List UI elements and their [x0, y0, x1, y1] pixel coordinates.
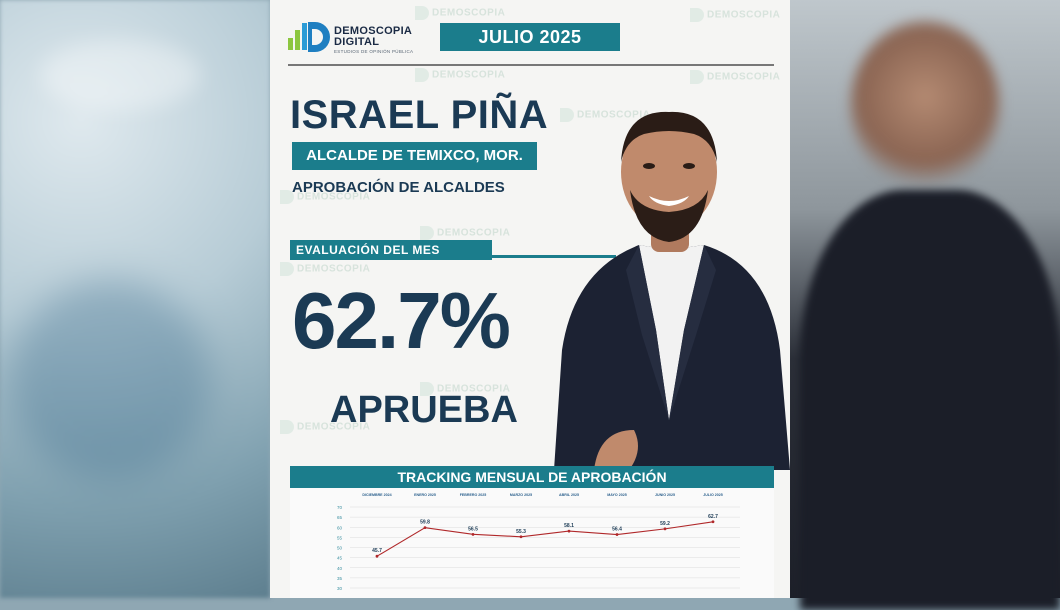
brand-tagline: ESTUDIOS DE OPINIÓN PÚBLICA	[334, 49, 414, 54]
brand-logo: DEMOSCOPIA DIGITAL ESTUDIOS DE OPINIÓN P…	[288, 20, 418, 56]
chart-data-point	[375, 554, 379, 558]
chart-data-point	[519, 535, 523, 539]
mayor-role-badge: ALCALDE DE TEMIXCO, MOR.	[292, 142, 537, 170]
chart-data-point	[567, 529, 571, 533]
chart-data-label: 56.5	[468, 526, 478, 532]
chart-x-tick-label: MARZO 2025	[510, 493, 532, 497]
chart-x-tick-label: MAYO 2025	[607, 493, 626, 497]
chart-y-tick-label: 60	[337, 525, 343, 530]
evaluation-underline	[486, 255, 616, 258]
chart-data-label: 59.2	[660, 521, 670, 527]
chart-x-tick-label: JULIO 2025	[703, 493, 723, 497]
logo-d-icon	[288, 22, 330, 52]
watermark: DEMOSCOPIA	[690, 8, 780, 22]
watermark: DEMOSCOPIA	[415, 68, 505, 82]
chart-y-tick-label: 70	[337, 505, 343, 510]
chart-data-label: 56.4	[612, 527, 622, 533]
watermark: DEMOSCOPIA	[420, 226, 510, 240]
approval-percentage: 62.7%	[292, 276, 511, 365]
chart-x-tick-label: ENERO 2025	[414, 493, 436, 497]
chart-title: TRACKING MENSUAL DE APROBACIÓN	[290, 466, 774, 488]
approval-verdict: APRUEBA	[330, 389, 518, 431]
chart-y-tick-label: 50	[337, 546, 343, 551]
chart-data-point	[711, 520, 715, 524]
chart-y-tick-label: 40	[337, 566, 343, 571]
chart-data-label: 62.7	[708, 514, 718, 520]
watermark: DEMOSCOPIA	[690, 70, 780, 84]
chart-y-tick-label: 30	[337, 586, 343, 591]
chart-data-point	[663, 527, 667, 531]
chart-data-label: 45.7	[372, 548, 382, 554]
mayor-name: ISRAEL PIÑA	[290, 93, 549, 137]
chart-data-label: 55.3	[516, 529, 526, 535]
evaluation-label: EVALUACIÓN DEL MES	[290, 240, 492, 260]
chart-x-tick-label: JUNIO 2025	[655, 493, 675, 497]
watermark: DEMOSCOPIA	[560, 108, 650, 122]
watermark: DEMOSCOPIA	[420, 382, 510, 396]
chart-data-label: 58.1	[564, 523, 574, 529]
chart-x-tick-label: FEBRERO 2025	[460, 493, 487, 497]
chart-data-label: 59.8	[420, 520, 430, 526]
survey-subtitle: APROBACIÓN DE ALCALDES	[292, 179, 505, 196]
watermark: DEMOSCOPIA	[280, 190, 370, 204]
mayor-portrait	[554, 111, 790, 470]
header-divider	[288, 64, 774, 66]
watermark: DEMOSCOPIA	[280, 262, 370, 276]
approval-poster: DEMOSCOPIA DEMOSCOPIA DEMOSCOPIA DEMOSCO…	[270, 0, 790, 598]
month-badge: JULIO 2025	[440, 23, 620, 51]
chart-data-point	[423, 526, 427, 530]
watermark: DEMOSCOPIA	[280, 420, 370, 434]
blurred-background-right	[790, 0, 1060, 610]
chart-y-tick-label: 55	[337, 535, 343, 540]
brand-name: DEMOSCOPIA DIGITAL	[334, 25, 413, 48]
approval-tracking-chart: 70 65 60 55 50 45 40 35 30 DICIEMBRE 2024 ENERO 20…	[290, 488, 774, 598]
chart-y-tick-label: 35	[337, 576, 343, 581]
watermark: DEMOSCOPIA	[415, 6, 505, 20]
chart-x-tick-label: DICIEMBRE 2024	[362, 493, 391, 497]
chart-data-point	[471, 532, 475, 536]
chart-y-tick-label: 65	[337, 515, 343, 520]
chart-y-tick-label: 45	[337, 556, 343, 561]
chart-data-point	[615, 533, 619, 536]
blurred-background-left	[0, 0, 270, 598]
chart-series-line	[376, 521, 714, 557]
chart-x-tick-label: ABRIL 2025	[559, 493, 579, 497]
